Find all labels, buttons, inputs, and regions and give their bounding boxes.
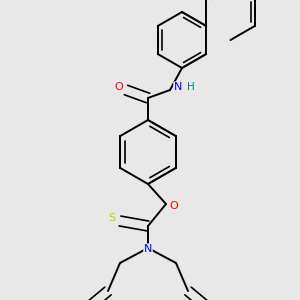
Text: O: O [169, 201, 178, 211]
Text: O: O [115, 82, 123, 92]
Text: H: H [187, 82, 195, 92]
Text: N: N [174, 82, 182, 92]
Text: N: N [144, 244, 152, 254]
Text: S: S [108, 213, 116, 223]
